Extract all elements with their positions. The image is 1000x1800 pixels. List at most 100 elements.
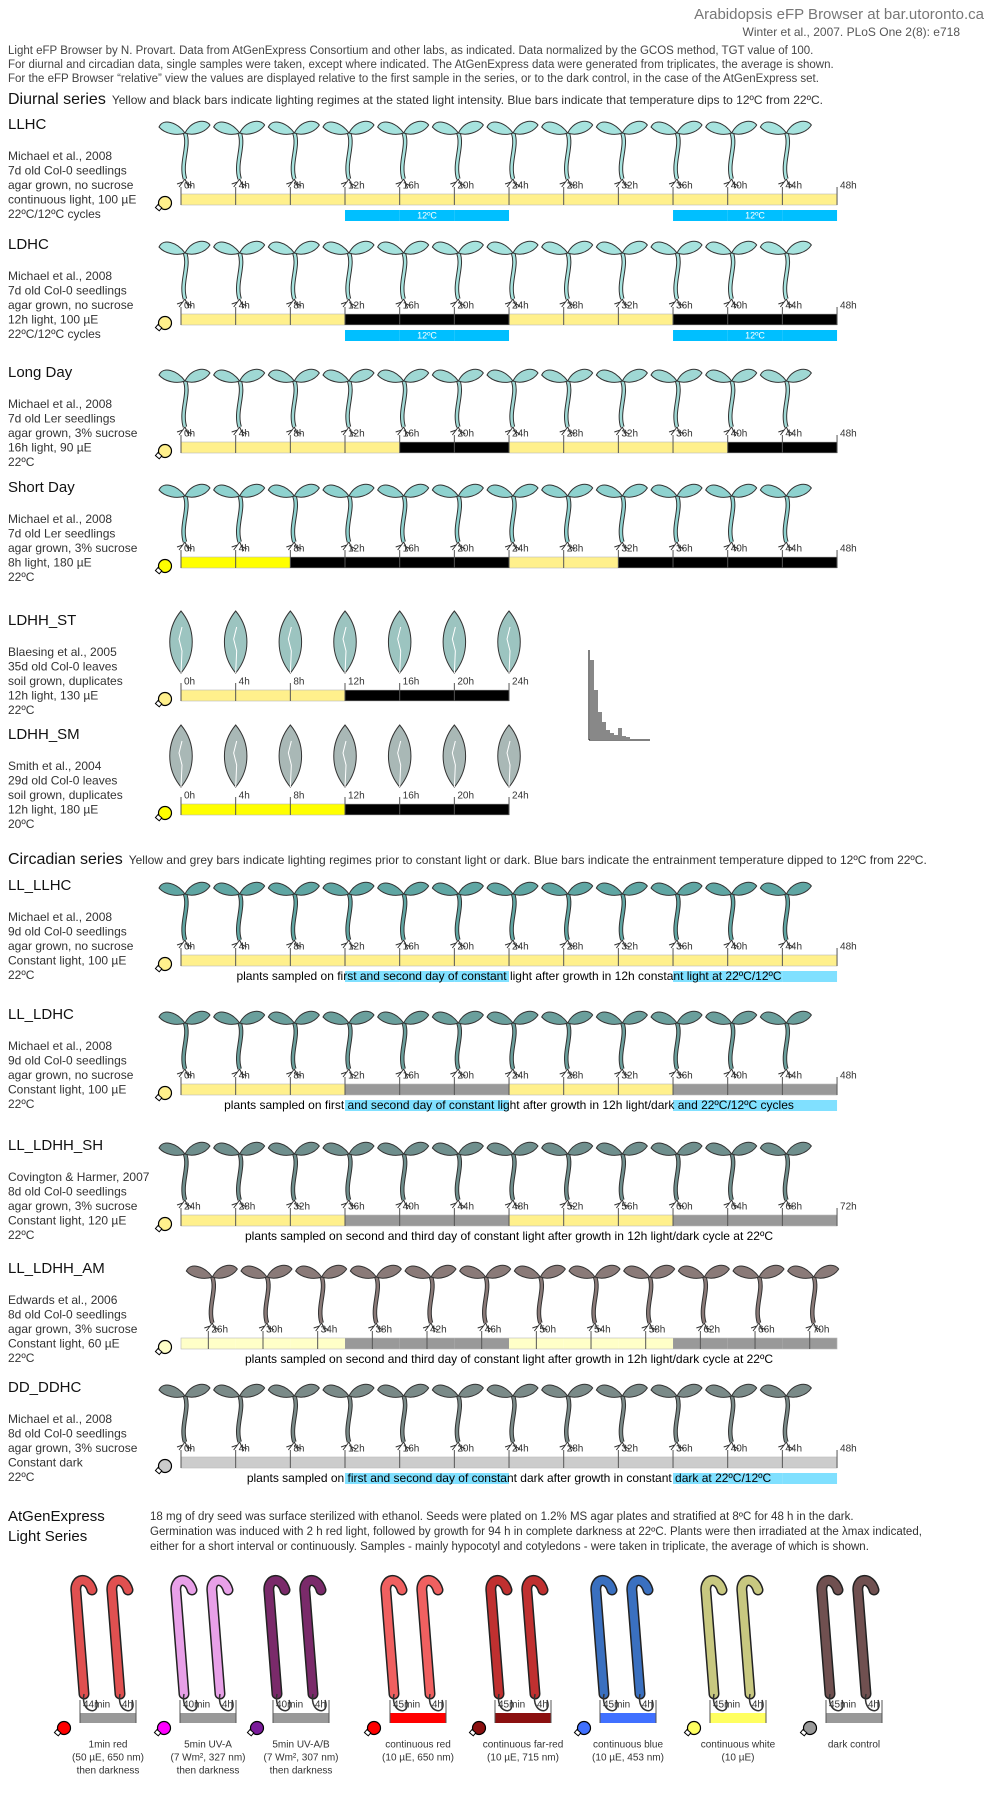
hypocotyl [455,132,462,180]
time-label: 4h [239,942,250,953]
cotyledon [184,1383,211,1398]
lamp-icon [573,1720,592,1737]
hypocotyl [291,132,297,180]
time-label: 4h [222,1700,233,1711]
temperature-segment [782,1473,838,1484]
light-regime-segment [290,194,346,205]
etiolated-seedling [852,1575,880,1712]
roots [395,939,411,950]
time-label: 48h [840,1444,857,1455]
temperature-segment [454,971,510,982]
leaf-midrib [451,626,456,674]
light-regime-segment [673,1084,728,1095]
cotyledon [650,1384,678,1398]
light-regime-segment [345,955,400,966]
time-label: 32h [621,429,638,440]
light-regime-segment [454,1084,510,1095]
leaf [169,724,193,788]
leaf-midrib [451,740,456,788]
treatment-caption: 5min UV-A [184,1740,232,1751]
temperature-label: 12ºC [745,210,765,220]
hypocotyl [783,380,790,428]
treatment-caption: continuous white [701,1740,776,1751]
cotyledon [595,484,624,498]
hypocotyl [619,132,626,180]
treatment-caption: then darkness [270,1766,333,1777]
hypocotyl [783,893,790,941]
root [118,1693,134,1712]
lamp-icon [154,1339,173,1356]
seedling [677,1264,730,1333]
hypocotyl [619,1395,626,1443]
hypocotyl [237,1395,243,1443]
lamp-bulb [156,1720,172,1736]
seedling [377,1141,430,1210]
seedling [705,1383,758,1452]
hypocotyl [291,1395,297,1443]
light-regime-segment [345,1215,400,1226]
time-label: 4h [239,544,250,555]
seedling [431,483,484,552]
light-regime-segment [181,690,236,701]
hypocotyl [565,495,571,543]
cotyledon [512,368,539,383]
roots [614,541,630,552]
lamp-base [53,1728,62,1737]
experiment-info: agar grown, 3% sucrose [8,541,138,555]
cotyledon [457,1383,484,1398]
seedling [650,120,703,189]
experiment-info: 22ºC/12ºC cycles [8,327,101,341]
light-regime-segment [563,194,619,205]
cotyledon [457,1141,484,1156]
hypocotyl [346,132,352,180]
hypocotyl [674,132,680,180]
time-label: 30h [266,1325,283,1336]
light-regime-segment [782,1215,838,1226]
temperature-segment [727,1100,783,1111]
light-regime-segment [618,1457,674,1468]
roots [231,939,247,950]
time-label: 24h [512,942,529,953]
experiment-info: 8h light, 180 µE [8,555,92,569]
hypocotyl [701,1276,708,1324]
roots [778,298,794,309]
time-label: 68h [785,1202,802,1213]
hypocotyl [182,1022,188,1070]
cotyledon [377,1384,405,1398]
time-label: 8h [293,677,304,688]
seedling [322,1383,375,1452]
roots [668,1068,685,1079]
cotyledon [513,1265,542,1279]
root [218,1693,234,1712]
cotyledon [267,1142,296,1156]
roots [286,298,302,309]
light-regime-segment [727,314,783,325]
cotyledon [566,881,594,896]
light-regime-segment [290,557,346,568]
time-label: 24h [512,429,529,440]
treatment-caption: (10 µE, 453 nm) [592,1753,664,1764]
experiment-info: 8d old Col-0 seedlings [8,1185,127,1199]
light-regime-segment [727,1084,783,1095]
cotyledon [731,368,758,383]
cotyledon [595,1011,624,1025]
seedling [650,368,703,437]
light-regime-segment [181,557,236,568]
time-label: 40h [731,544,748,555]
roots [614,939,630,950]
seedling [595,240,648,309]
lamp-base [799,1728,808,1737]
cotyledon [785,483,812,498]
cotyledon [267,484,296,498]
cotyledon [293,368,320,383]
cotyledon [184,120,211,135]
seedling [404,1264,457,1333]
seedling [541,1141,594,1210]
experiment-name: LDHH_SM [8,726,80,743]
seedling [595,1141,648,1210]
cotyledon [759,882,788,896]
light-regime-segment [235,955,291,966]
seedling [213,240,266,309]
roots [313,1322,329,1333]
experiment-info: Michael et al., 2008 [8,149,112,163]
